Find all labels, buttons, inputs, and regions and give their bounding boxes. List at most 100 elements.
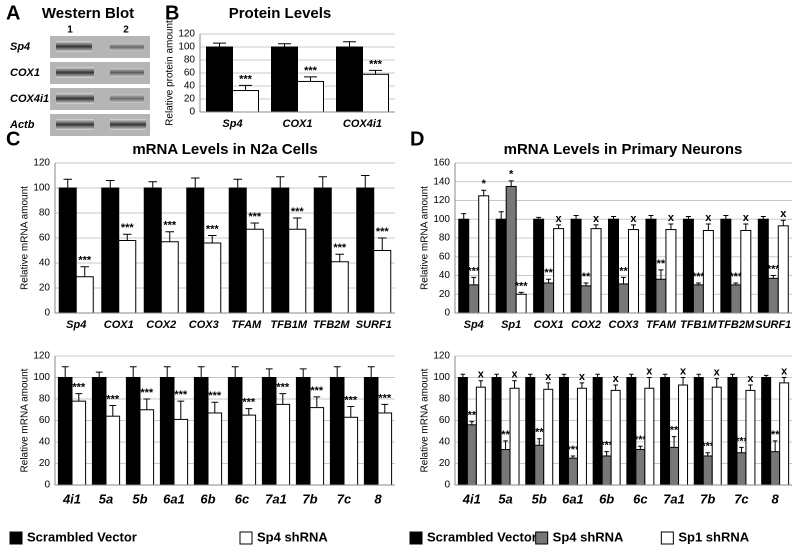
x-tick-label: SURF1: [755, 319, 791, 331]
x-tick-label: 6c: [235, 491, 250, 506]
error-bar: [730, 373, 735, 378]
significance-label: x: [714, 366, 721, 378]
significance-label: x: [747, 373, 754, 385]
error-bar: [231, 366, 239, 378]
bar: [711, 386, 722, 486]
error-bar: [743, 223, 749, 231]
bar: [362, 73, 389, 113]
error-bar: [318, 176, 327, 188]
significance-label: ***: [248, 211, 262, 223]
significance-label: **: [582, 271, 591, 283]
bar: [590, 228, 602, 314]
bar: [173, 418, 189, 486]
error-bar: [518, 291, 524, 295]
error-bar: [494, 373, 499, 378]
error-bar: [460, 373, 466, 378]
lane-label: 2: [123, 25, 129, 36]
error-bar: [680, 377, 686, 386]
significance-label: *: [509, 169, 514, 181]
significance-label: ***: [304, 65, 318, 77]
error-bar: [245, 408, 253, 416]
error-bar: [748, 384, 753, 391]
significance-label: ***: [369, 58, 383, 70]
significance-label: ***: [701, 441, 715, 453]
error-bar: [528, 373, 533, 378]
bar: [343, 416, 359, 486]
error-bar: [781, 377, 787, 383]
error-bar: [191, 177, 200, 188]
y-tick-label: 100: [433, 372, 450, 383]
bar: [329, 377, 345, 486]
error-bar: [109, 404, 117, 417]
blot-row-label: COX4i1: [10, 93, 49, 105]
error-bar: [739, 446, 744, 453]
y-tick-label: 20: [439, 289, 451, 300]
x-tick-label: Sp4: [222, 118, 242, 130]
error-bar: [129, 366, 137, 378]
y-tick-label: 0: [44, 308, 50, 319]
y-tick-label: 120: [33, 351, 50, 362]
bar: [227, 377, 243, 486]
y-tick-label: 120: [33, 158, 50, 169]
bar: [377, 412, 393, 486]
error-bar: [630, 224, 636, 230]
bar: [761, 377, 772, 486]
bar: [245, 228, 264, 314]
significance-label: x: [743, 212, 750, 224]
error-bar: [508, 180, 514, 187]
bar: [475, 386, 486, 486]
significance-label: x: [593, 213, 600, 225]
error-bar: [760, 215, 766, 220]
y-tick-label: 140: [433, 176, 450, 187]
significance-label: x: [630, 213, 637, 225]
x-tick-label: 7c: [734, 491, 749, 506]
error-bar: [123, 233, 132, 241]
bar: [313, 187, 332, 314]
significance-label: ***: [174, 389, 188, 401]
error-bar: [233, 178, 242, 188]
bar: [207, 412, 223, 486]
bar: [101, 187, 120, 314]
bar: [91, 377, 107, 486]
bar: [730, 284, 742, 314]
bar: [727, 377, 738, 486]
y-tick-label: 100: [33, 183, 50, 194]
bar: [356, 187, 375, 314]
bar: [626, 377, 637, 486]
error-bar: [343, 41, 356, 47]
x-tick-label: 6b: [200, 491, 215, 506]
error-bar: [265, 368, 273, 378]
error-bar: [671, 436, 677, 448]
x-tick-label: COX1: [534, 319, 564, 331]
bar: [275, 403, 291, 486]
bar: [457, 377, 468, 486]
bar: [592, 377, 603, 486]
error-bar: [685, 215, 691, 220]
x-tick-label: 4i1: [62, 491, 81, 506]
legend-swatch: [409, 531, 423, 545]
error-bar: [638, 445, 643, 450]
error-bar: [662, 373, 668, 378]
error-bar: [197, 366, 205, 378]
significance-label: ***: [242, 397, 256, 409]
error-bar: [313, 396, 321, 408]
bar: [271, 187, 290, 314]
bar: [160, 241, 179, 314]
error-bar: [478, 380, 484, 388]
y-tick-label: 60: [39, 415, 51, 426]
x-tick-label: COX1: [104, 319, 134, 331]
bar: [580, 285, 592, 314]
error-bar: [208, 235, 217, 243]
x-tick-label: 7c: [337, 491, 352, 506]
bar: [466, 424, 477, 486]
legend-label: Sp4 shRNA: [257, 529, 328, 544]
error-bar: [369, 69, 382, 75]
error-bar: [604, 451, 609, 456]
legend-label: Sp1 shRNA: [678, 529, 749, 544]
error-bar: [595, 373, 600, 378]
significance-label: **: [771, 429, 780, 441]
bar: [543, 388, 554, 486]
significance-label: ***: [692, 271, 706, 283]
bar: [601, 455, 612, 486]
